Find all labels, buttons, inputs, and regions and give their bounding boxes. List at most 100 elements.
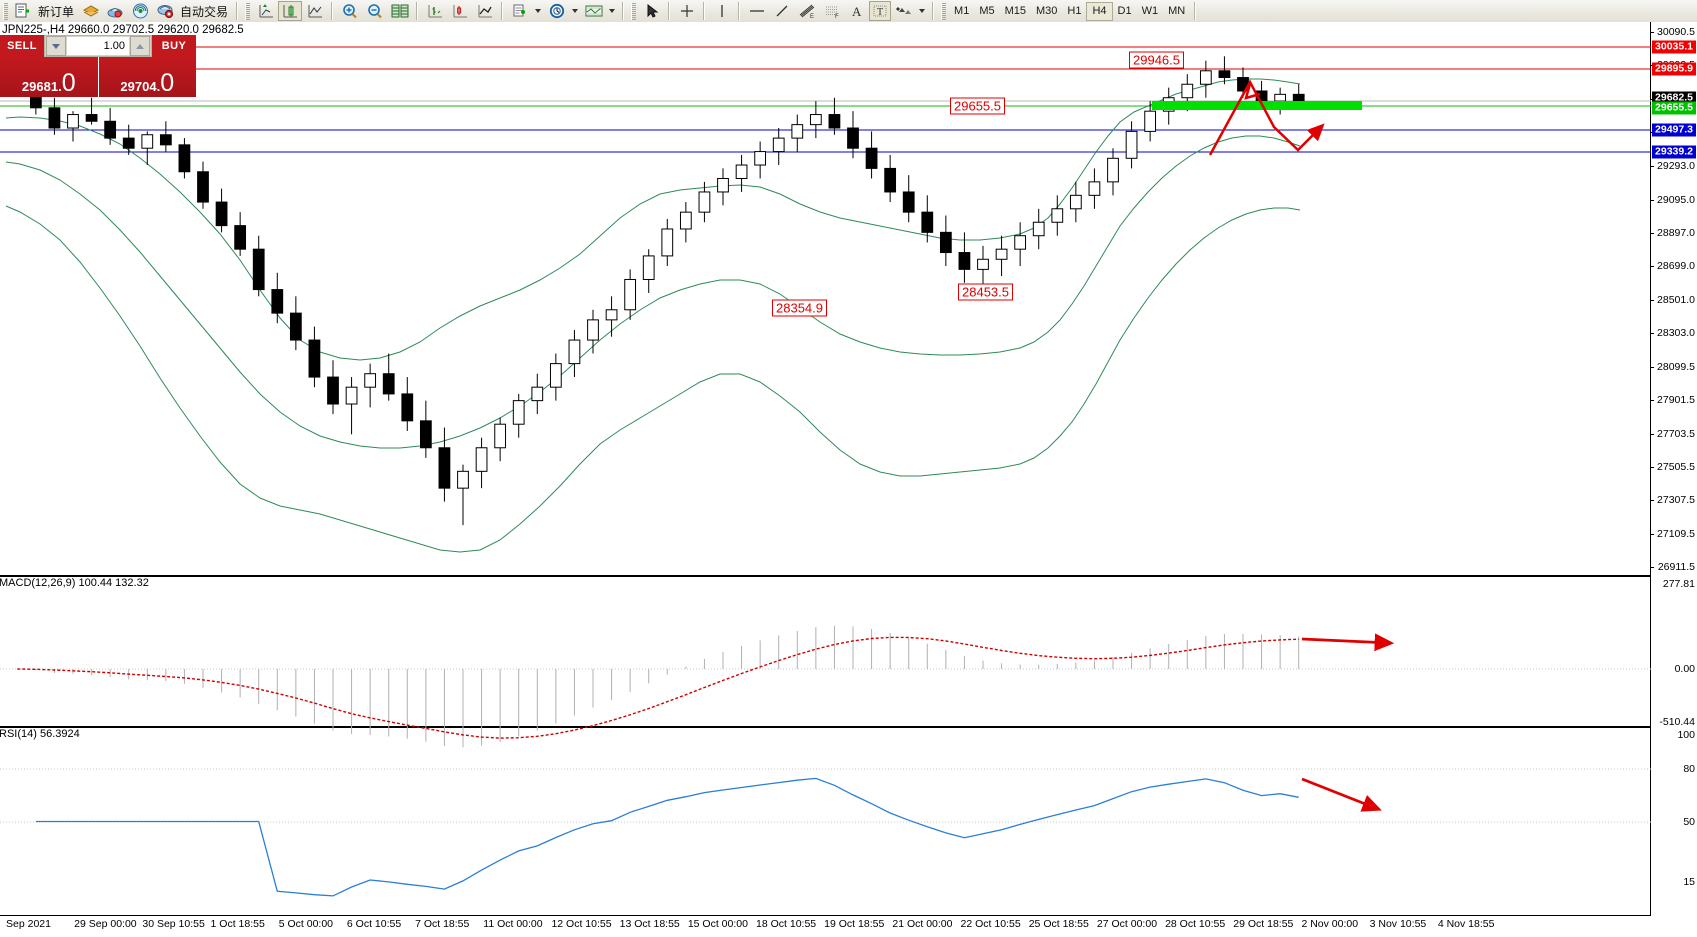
buy-price-dot: . <box>156 79 161 94</box>
candle-body <box>847 127 859 149</box>
volume-decrease-button[interactable] <box>46 36 66 56</box>
horizontal-line-icon[interactable] <box>744 1 769 21</box>
crosshair-icon[interactable] <box>674 1 699 21</box>
price-tick <box>1650 299 1654 301</box>
main-toolbar[interactable]: 新订单 自动交易 <box>0 0 1697 23</box>
price-tick-label: 28699.0 <box>1657 260 1695 273</box>
candle-body <box>1144 110 1157 132</box>
candle-body <box>345 386 358 405</box>
price-tag-last: 29682.5 <box>1652 91 1696 105</box>
candle-body <box>67 114 79 129</box>
sell-button[interactable]: SELL <box>0 35 44 57</box>
price-tick <box>1650 266 1654 268</box>
timeframe-m5[interactable]: M5 <box>979 4 995 17</box>
candle-body <box>605 309 618 321</box>
time-tick-label: 2 Nov 00:00 <box>1301 918 1359 930</box>
signals-icon[interactable] <box>128 1 153 21</box>
timeframe-m30[interactable]: M30 <box>1036 4 1058 17</box>
objects-list-icon[interactable] <box>278 1 303 21</box>
timeframe-d1[interactable]: D1 <box>1117 4 1132 17</box>
toolbar-grip[interactable] <box>3 2 8 20</box>
price-pane <box>0 46 1651 553</box>
chart-canvas[interactable]: JPN225-,H4 29660.0 29702.5 29620.0 29682… <box>0 22 1697 937</box>
annotation-28354[interactable]: 28354.9 <box>772 299 827 317</box>
trade-panel-controls[interactable]: SELL 1.00 BUY <box>0 35 196 57</box>
volume-increase-button[interactable] <box>130 36 150 56</box>
price-tag-blue-2: 29339.2 <box>1652 145 1696 159</box>
fibonacci-icon[interactable]: F <box>819 1 844 21</box>
grid-dropdown-caret[interactable] <box>609 9 616 13</box>
price-tick-label: 26911.5 <box>1657 561 1695 573</box>
toolbar-grip-4[interactable] <box>941 2 947 20</box>
price-tick <box>1650 166 1654 168</box>
auto-trading-label[interactable]: 自动交易 <box>180 4 229 19</box>
vertical-line-icon[interactable] <box>709 1 734 21</box>
timeframe-mn[interactable]: MN <box>1168 4 1186 17</box>
price-forecast-zigzag <box>1208 79 1325 156</box>
annotation-28453[interactable]: 28453.5 <box>958 283 1013 301</box>
grid-icon[interactable] <box>581 1 606 21</box>
time-tick-label: 22 Oct 10:55 <box>960 918 1021 930</box>
toolbar-divider-2 <box>331 2 334 20</box>
zoom-in-icon[interactable] <box>337 1 362 21</box>
templates-dropdown-caret[interactable] <box>535 9 542 13</box>
annotation-29946[interactable]: 29946.5 <box>1129 51 1184 69</box>
time-tick-label: 11 Oct 00:00 <box>483 918 543 930</box>
text-icon[interactable]: A <box>844 1 869 21</box>
candle-body <box>642 255 655 280</box>
toolbar-grip-2[interactable] <box>245 2 251 20</box>
text-label-icon[interactable]: T <box>869 1 892 21</box>
sell-price-display[interactable]: 29681 . 0 <box>0 57 99 97</box>
data-window-icon[interactable] <box>387 1 412 21</box>
candle-body <box>1218 70 1231 79</box>
timeframe-h4[interactable]: H4 <box>1086 1 1113 21</box>
svg-text:F: F <box>835 14 839 19</box>
equidistant-channel-icon[interactable]: E <box>794 1 819 21</box>
volume-stepper[interactable]: 1.00 <box>44 35 152 57</box>
timeframe-w1[interactable]: W1 <box>1141 4 1159 17</box>
new-order-icon[interactable] <box>11 1 36 21</box>
rsi-tick-50: 50 <box>1683 816 1695 828</box>
annotation-29655[interactable]: 29655.5 <box>950 97 1005 115</box>
shapes-icon[interactable] <box>891 1 916 21</box>
macd-forecast-arrow <box>1301 633 1395 652</box>
shapes-dropdown-caret[interactable] <box>919 9 926 13</box>
price-tick <box>1650 131 1654 133</box>
auto-trading-icon[interactable] <box>153 1 178 21</box>
period-separator-icon[interactable] <box>544 1 569 21</box>
time-tick-label: 1 Oct 18:55 <box>210 918 265 930</box>
bollinger-upper <box>5 78 1301 361</box>
volume-input[interactable]: 1.00 <box>67 37 129 55</box>
rsi-forecast-arrow <box>1301 777 1382 812</box>
trendline-icon[interactable] <box>769 1 794 21</box>
bar-chart-icon[interactable] <box>422 1 447 21</box>
market-watch-icon[interactable] <box>103 1 128 21</box>
expert-advisor-icon[interactable] <box>78 1 103 21</box>
timeframe-m15[interactable]: M15 <box>1004 4 1026 17</box>
candle-body <box>791 124 804 139</box>
candle-body <box>438 447 451 489</box>
line-chart-icon[interactable] <box>472 1 497 21</box>
candle-body <box>1292 93 1305 102</box>
candle-body <box>531 386 544 402</box>
rsi-indicator-label: RSI(14) 56.3924 <box>0 728 80 740</box>
candle-body <box>457 470 469 489</box>
candlestick-chart-icon[interactable] <box>447 1 472 21</box>
buy-button[interactable]: BUY <box>152 35 196 57</box>
zoom-out-icon[interactable] <box>362 1 387 21</box>
one-click-trade-panel[interactable]: SELL 1.00 BUY 29681 . 0 29704 . 0 <box>0 35 196 97</box>
candle-body <box>717 177 729 193</box>
charts-icon[interactable] <box>302 1 327 21</box>
period-dropdown-caret[interactable] <box>572 9 579 13</box>
templates-icon[interactable] <box>507 1 532 21</box>
indicator-list-icon[interactable] <box>253 1 278 21</box>
new-order-label[interactable]: 新订单 <box>38 4 75 19</box>
toolbar-grip-3[interactable] <box>631 2 637 20</box>
timeframe-m1[interactable]: M1 <box>954 4 970 17</box>
timeframe-h1[interactable]: H1 <box>1067 4 1082 17</box>
candle-body <box>921 211 934 233</box>
candle-body <box>1274 93 1287 102</box>
buy-price-display[interactable]: 29704 . 0 <box>98 57 196 97</box>
cursor-icon[interactable] <box>639 1 664 21</box>
trade-panel-prices[interactable]: 29681 . 0 29704 . 0 <box>0 57 196 97</box>
